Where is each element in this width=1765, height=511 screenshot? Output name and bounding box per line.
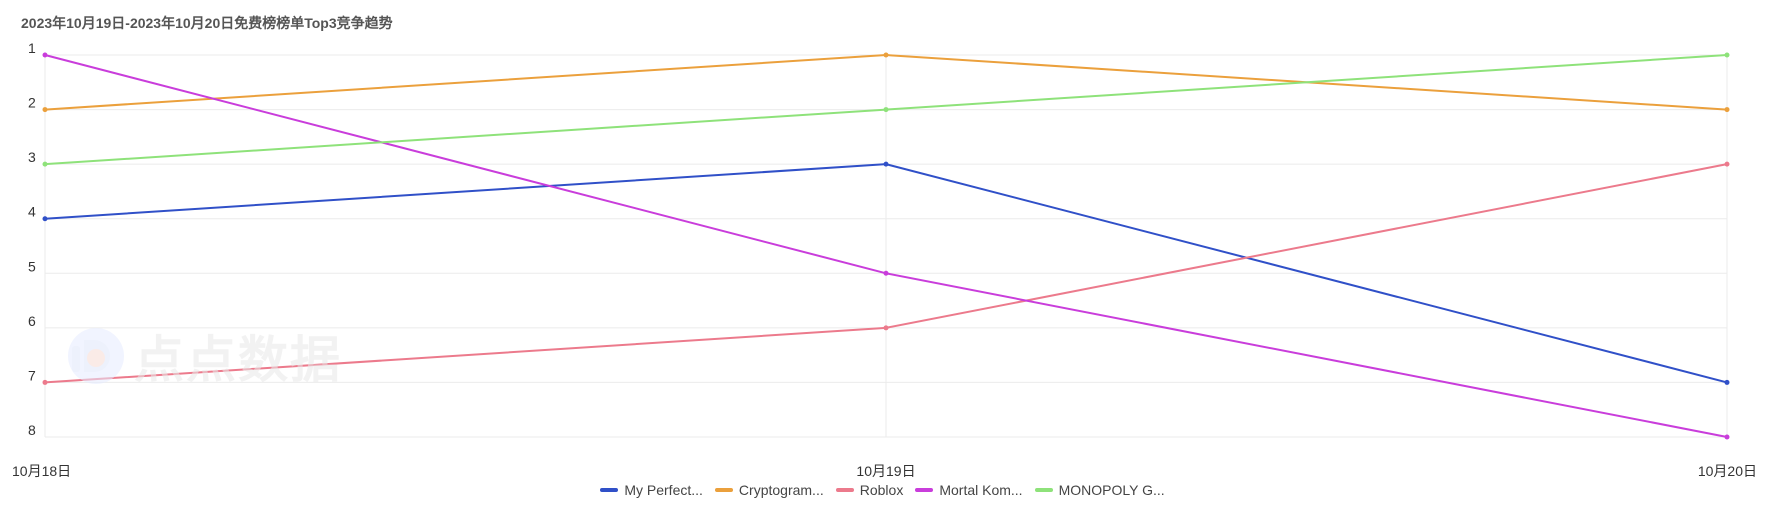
y-tick-label: 5 <box>28 258 36 274</box>
y-tick-label: 8 <box>28 422 36 438</box>
legend-label: MONOPOLY G... <box>1058 482 1165 498</box>
chart-legend: My Perfect... Cryptogram... Roblox Mortal K… <box>0 482 1765 498</box>
data-point[interactable] <box>1724 161 1730 167</box>
x-tick-label: 10月20日 <box>1698 463 1757 479</box>
legend-item-3[interactable]: Mortal Kom... <box>915 482 1023 498</box>
chart-title: 2023年10月19日-2023年10月20日免费榜榜单Top3竞争趋势 <box>21 15 393 31</box>
y-tick-label: 4 <box>28 204 36 220</box>
series-1[interactable] <box>42 52 1730 113</box>
series-lines <box>42 52 1730 440</box>
y-tick-label: 3 <box>28 149 36 165</box>
legend-swatch <box>915 488 934 492</box>
series-2[interactable] <box>42 161 1730 385</box>
data-point[interactable] <box>1724 434 1730 440</box>
watermark: 点点数据 <box>62 320 342 392</box>
legend-label: Roblox <box>859 482 904 498</box>
x-axis-ticks: 10月18日 10月19日 10月20日 <box>12 463 1757 479</box>
y-axis-ticks: 1 2 3 4 5 6 7 8 <box>28 40 36 438</box>
legend-item-2[interactable]: Roblox <box>835 482 904 498</box>
legend-swatch <box>835 488 854 492</box>
data-point[interactable] <box>883 270 889 276</box>
legend-item-1[interactable]: Cryptogram... <box>714 482 824 498</box>
data-point[interactable] <box>1724 379 1730 385</box>
data-point[interactable] <box>1724 107 1730 113</box>
x-tick-label: 10月18日 <box>12 463 71 479</box>
legend-swatch <box>714 488 733 492</box>
x-tick-label: 10月19日 <box>856 463 915 479</box>
legend-item-0[interactable]: My Perfect... <box>600 482 703 498</box>
y-tick-label: 1 <box>28 40 36 56</box>
data-point[interactable] <box>42 161 48 167</box>
data-point[interactable] <box>42 107 48 113</box>
data-point[interactable] <box>1724 52 1730 58</box>
data-point[interactable] <box>883 107 889 113</box>
series-3[interactable] <box>42 52 1730 440</box>
y-tick-label: 6 <box>28 313 36 329</box>
data-point[interactable] <box>883 52 889 58</box>
data-point[interactable] <box>42 52 48 58</box>
legend-label: Cryptogram... <box>738 482 824 498</box>
watermark-text: 点点数据 <box>134 331 342 389</box>
y-tick-label: 7 <box>28 367 36 383</box>
legend-item-4[interactable]: MONOPOLY G... <box>1034 482 1165 498</box>
data-point[interactable] <box>42 216 48 222</box>
series-0[interactable] <box>42 161 1730 385</box>
legend-label: Mortal Kom... <box>939 482 1023 498</box>
data-point[interactable] <box>883 325 889 331</box>
data-point[interactable] <box>42 379 48 385</box>
legend-swatch <box>1034 488 1053 492</box>
legend-swatch <box>600 488 619 492</box>
legend-label: My Perfect... <box>624 482 703 498</box>
data-point[interactable] <box>883 161 889 167</box>
diandian-logo-icon <box>68 328 124 384</box>
y-tick-label: 2 <box>28 95 36 111</box>
series-4[interactable] <box>42 52 1730 167</box>
